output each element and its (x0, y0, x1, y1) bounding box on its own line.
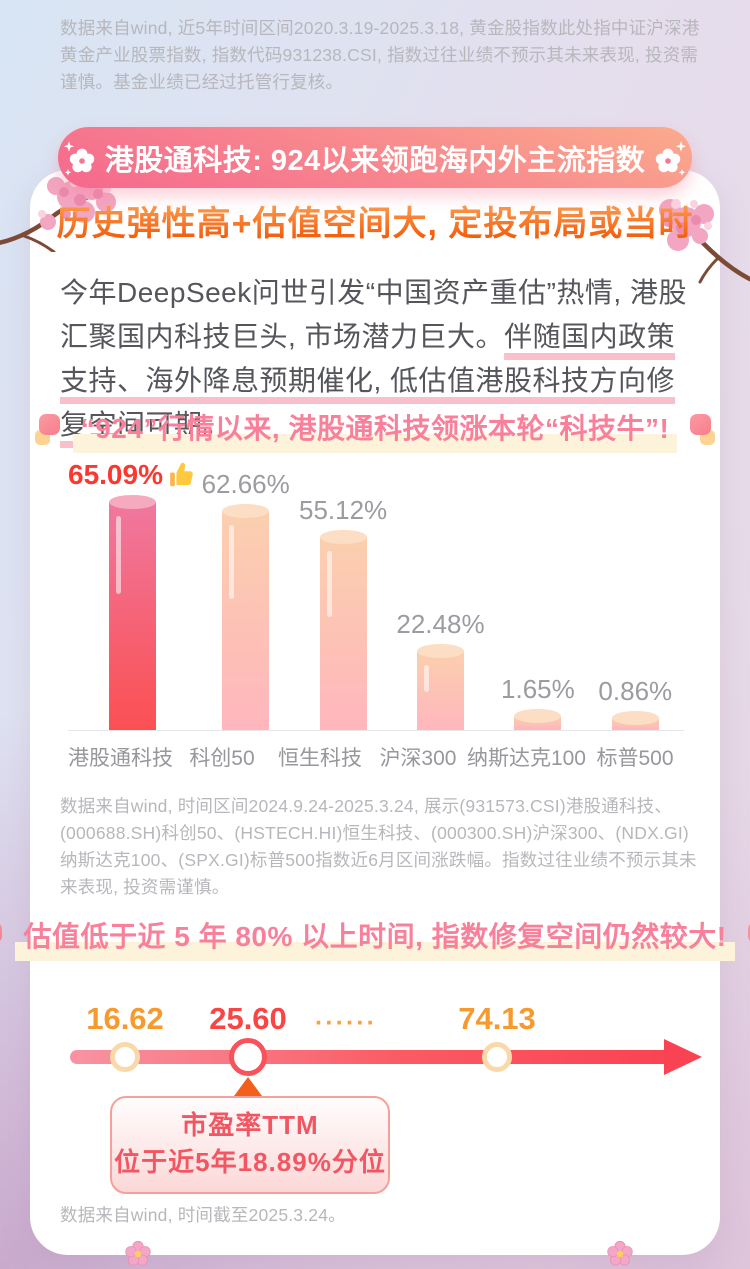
bottom-disclaimer: 数据来自wind, 时间截至2025.3.24。 (60, 1205, 346, 1225)
category-label: 纳斯达克100 (466, 747, 586, 770)
category-label: 标普500 (596, 747, 674, 770)
sakura-branch-right-icon (659, 199, 750, 284)
chart-title: “924”行情以来, 港股通科技领涨本轮“科技牛”! (72, 405, 678, 453)
title-deco-left-icon (0, 921, 3, 953)
bar-chart: 65.09% 62.66% 55.12% 22.48% 1.65% 0.86% (68, 458, 684, 772)
bar-column: 0.86% (587, 676, 684, 730)
valuation-title: 估值低于近 5 年 80% 以上时间, 指数修复空间仍然较大! (15, 913, 735, 961)
thumbs-up-icon (170, 462, 193, 487)
bar-value-label: 55.12% (298, 495, 388, 525)
title-deco-right-icon (747, 921, 750, 953)
bar-column: 55.12% (294, 495, 391, 730)
bar-chart-categories: 港股通科技 科创50 恒生科技 沪深300 纳斯达克100 标普500 (68, 742, 684, 772)
bar-column: 1.65% (489, 674, 586, 730)
valuation-title-row: 估值低于近 5 年 80% 以上时间, 指数修复空间仍然较大! (0, 913, 750, 961)
timeline-min-value: 16.62 (86, 1001, 164, 1036)
category-label: 港股通科技 (68, 747, 173, 770)
bar (222, 504, 270, 730)
banner-flower-left-icon (63, 140, 94, 176)
timeline-arrowhead-icon (664, 1039, 702, 1075)
title-deco-left-icon (33, 413, 60, 445)
timeline-marker-current (229, 1038, 267, 1076)
banner-title: 港股通科技: 924以来领跑海内外主流指数 (104, 144, 646, 177)
timeline-current-value: 25.60 (209, 1001, 287, 1036)
bar-value-label: 0.86% (598, 676, 673, 706)
bar-value-label: 1.65% (501, 674, 575, 704)
sakura-flower-icon (607, 1240, 633, 1266)
bar-column: 62.66% (197, 469, 294, 730)
bar (611, 711, 659, 730)
bar-value-label: 65.09% (68, 459, 197, 491)
timeline-ellipsis: ······ (315, 1009, 377, 1037)
timeline-max-value: 74.13 (458, 1001, 536, 1036)
bar (514, 709, 562, 730)
chart-title-row: “924”行情以来, 港股通科技领涨本轮“科技牛”! (30, 405, 720, 453)
bar-value-label: 62.66% (201, 469, 290, 499)
category-label: 科创50 (189, 747, 255, 770)
callout-line2: 位于近5年18.89%分位 (114, 1147, 386, 1177)
mid-disclaimer: 数据来自wind, 时间区间2024.9.24-2025.3.24, 展示(93… (60, 796, 697, 897)
sakura-flower-icon (125, 1240, 151, 1266)
bar (319, 530, 367, 730)
subtitle: 历史弹性高+估值空间大, 定投布局或当时 (30, 196, 720, 245)
bar (416, 644, 464, 730)
category-label: 沪深300 (379, 747, 457, 770)
timeline-arrow (70, 1050, 670, 1064)
bar-column: 65.09% (68, 459, 197, 730)
banner: 港股通科技: 924以来领跑海内外主流指数 (58, 127, 692, 188)
top-disclaimer: 数据来自wind, 近5年时间区间2020.3.19-2025.3.18, 黄金… (60, 18, 700, 92)
banner-flower-right-icon (656, 140, 687, 176)
callout-line1: 市盈率TTM (181, 1110, 319, 1140)
bar-value-label: 22.48% (396, 609, 485, 639)
bar-chart-plot: 65.09% 62.66% 55.12% 22.48% 1.65% 0.86% (68, 458, 684, 731)
category-label: 恒生科技 (277, 747, 362, 770)
title-deco-right-icon (690, 413, 717, 445)
bar (108, 495, 156, 730)
timeline-marker-min (110, 1042, 140, 1072)
timeline-marker-max (482, 1042, 512, 1072)
bar-column: 22.48% (392, 609, 489, 730)
intro-text: 今年DeepSeek问世引发“中国资产重估”热情, 港股汇聚国内科技巨头, 市场… (60, 277, 687, 352)
valuation-callout: 市盈率TTM 位于近5年18.89%分位 (110, 1096, 390, 1194)
callout-pointer-icon (234, 1077, 262, 1096)
